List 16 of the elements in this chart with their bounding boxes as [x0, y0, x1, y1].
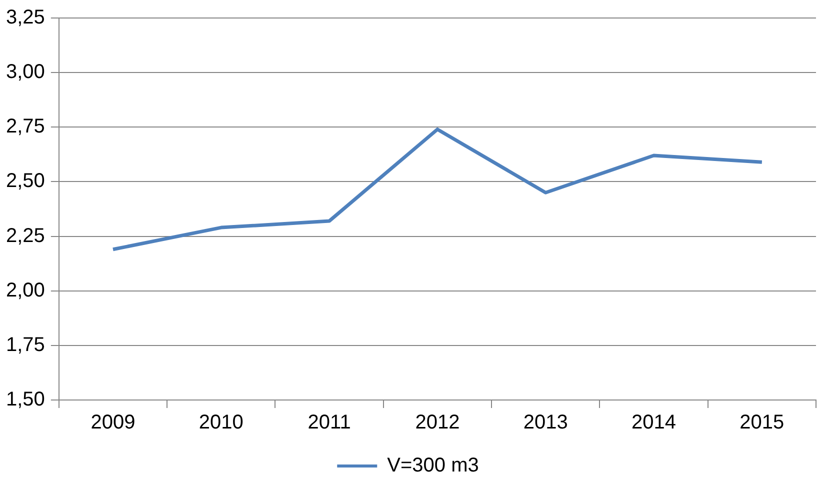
y-tick-label: 3,00: [6, 61, 45, 84]
x-tick-label: 2011: [308, 412, 351, 434]
x-tick-label: 2012: [415, 412, 460, 434]
x-tick-label: 2009: [90, 412, 136, 434]
y-tick-label: 2,25: [6, 224, 45, 247]
x-tick-label: 2015: [740, 412, 784, 434]
y-tick-label: 3,25: [6, 6, 45, 29]
x-tick-label: 2010: [198, 412, 244, 434]
y-tick-label: 1,75: [6, 334, 45, 356]
y-tick-label: 1,50: [6, 388, 45, 411]
x-tick-label: 2013: [523, 412, 568, 434]
y-tick-label: 2,50: [6, 170, 45, 192]
legend-label: V=300 m3: [387, 454, 479, 477]
x-tick-label: 2014: [632, 412, 676, 434]
y-tick-label: 2,75: [6, 116, 45, 138]
y-tick-label: 2,00: [6, 279, 45, 302]
